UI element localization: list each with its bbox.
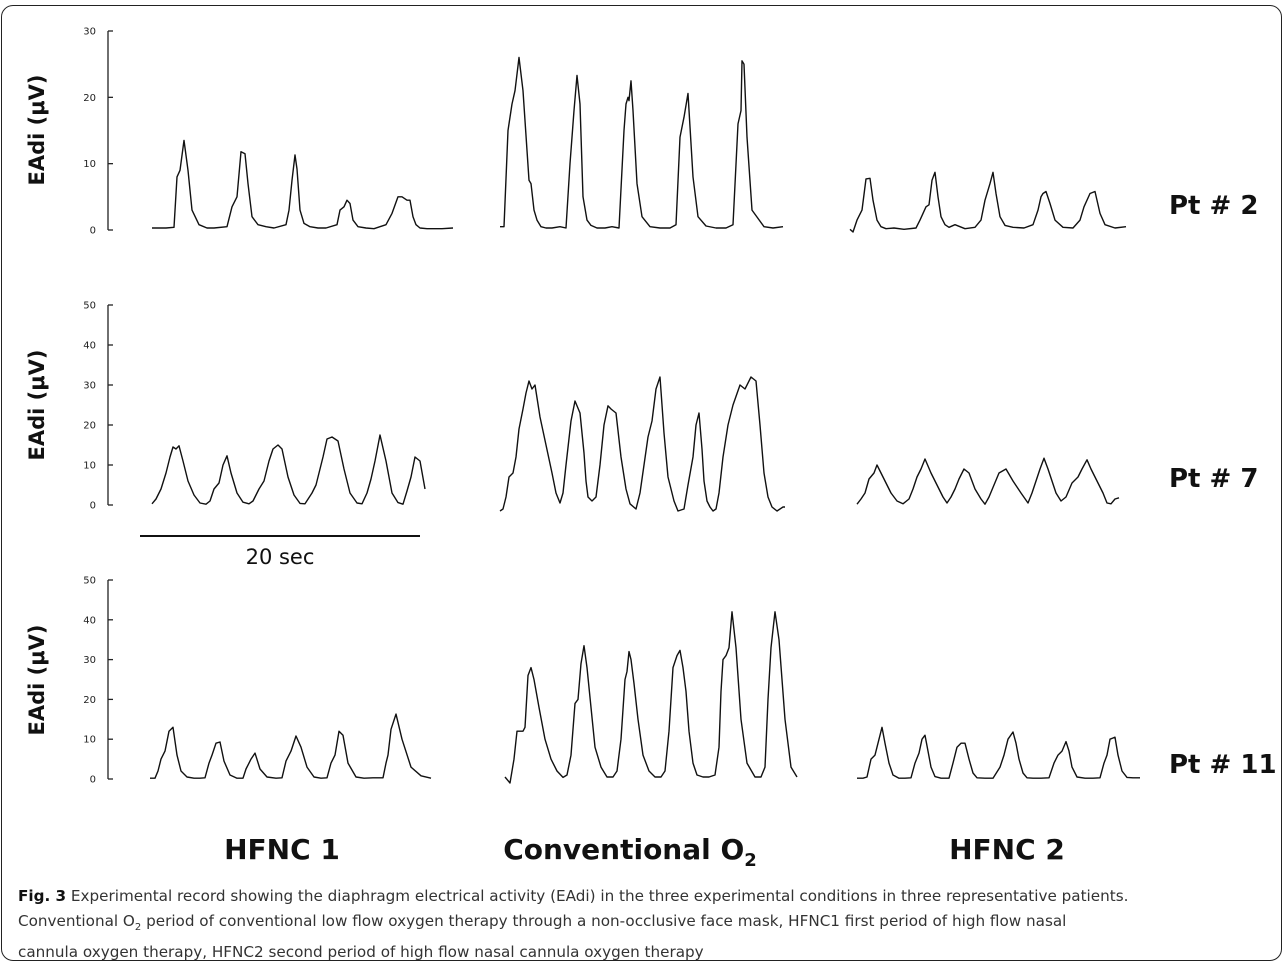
eadi-trace-hfnc-2	[857, 726, 1140, 779]
condition-label-conventional: Conventional O2	[503, 833, 757, 871]
y-tick-label: 20	[83, 695, 96, 706]
eadi-trace-hfnc-2	[856, 457, 1120, 505]
caption-line2-a: Conventional O	[18, 912, 135, 930]
y-tick-label: 10	[83, 735, 96, 746]
panel-2: 0 10 20 30 40 50 EAdi (μV) Pt # 7	[25, 301, 1258, 512]
eadi-trace-hfnc-2	[849, 171, 1127, 233]
eadi-trace-hfnc-1	[151, 434, 426, 505]
y-tick-label: 40	[83, 341, 96, 352]
panel-1: 0 10 20 30 EAdi (μV) Pt # 2	[25, 27, 1258, 237]
eadi-trace-conventional-o2	[504, 611, 798, 784]
y-tick-label: 30	[83, 381, 96, 392]
y-tick-label: 20	[83, 421, 96, 432]
y-tick-label: 10	[83, 461, 96, 472]
caption-line2-sub: 2	[134, 922, 142, 934]
y-tick-label: 40	[83, 615, 96, 626]
eadi-trace-hfnc-1	[150, 713, 432, 779]
patient-label: Pt # 2	[1169, 191, 1258, 221]
patient-label: Pt # 7	[1169, 464, 1258, 494]
patient-label: Pt # 11	[1169, 750, 1277, 780]
y-tick-label: 50	[83, 576, 96, 587]
eadi-trace-conventional-o2	[499, 376, 785, 512]
y-tick-label: 30	[83, 655, 96, 666]
conventional-label-main: Conventional O	[503, 833, 744, 866]
y-tick-label: 50	[83, 301, 96, 312]
y-tick-label: 30	[83, 27, 96, 38]
caption-line3: cannula oxygen therapy, HFNC2 second per…	[18, 943, 704, 962]
figure-caption: Fig. 3 Experimental record showing the d…	[18, 884, 1268, 965]
condition-label-hfnc1: HFNC 1	[224, 833, 340, 866]
eadi-trace-hfnc-1	[152, 139, 454, 230]
conventional-label-subscript: 2	[744, 850, 757, 871]
y-axis-label: EAdi (μV)	[25, 349, 49, 460]
y-tick-label: 0	[90, 775, 96, 786]
y-axis-label: EAdi (μV)	[25, 624, 49, 735]
eadi-trace-conventional-o2	[500, 56, 784, 229]
condition-label-hfnc2: HFNC 2	[949, 833, 1065, 866]
y-tick-label: 0	[90, 501, 96, 512]
caption-line2-b: period of conventional low flow oxygen t…	[141, 912, 1067, 930]
caption-line1: Experimental record showing the diaphrag…	[66, 887, 1129, 905]
panel-3: 0 10 20 30 40 50 EAdi (μV) Pt # 11	[25, 576, 1277, 786]
panels: 0 10 20 30 EAdi (μV) Pt # 2 0 10 20 30 40 50 EAdi (μ…	[25, 27, 1277, 786]
y-tick-label: 20	[83, 93, 96, 104]
y-axis-label: EAdi (μV)	[25, 74, 49, 185]
caption-fig-label: Fig. 3	[18, 887, 67, 905]
y-tick-label: 10	[83, 159, 96, 170]
y-tick-label: 0	[90, 226, 96, 237]
scale-bar-label: 20 sec	[246, 545, 315, 569]
